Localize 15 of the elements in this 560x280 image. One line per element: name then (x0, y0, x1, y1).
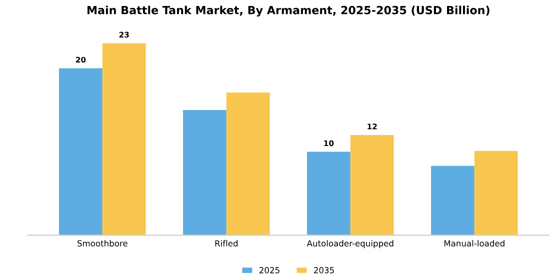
bar (431, 166, 474, 236)
legend-label: 2035 (314, 267, 334, 274)
legend-label: 2025 (259, 267, 280, 274)
x-tick-label: Manual-loaded (444, 240, 504, 247)
bar (102, 43, 146, 236)
bar (226, 92, 270, 236)
x-tick-label: Autoloader-equipped (306, 240, 394, 248)
bar (307, 152, 350, 236)
bar (474, 150, 518, 236)
bar (59, 68, 102, 236)
chart-title: Main Battle Tank Market, By Armament, 2025-2035 (USD Billion) (88, 6, 490, 17)
x-tick-label: Rifled (215, 240, 238, 247)
bar (183, 110, 226, 236)
bar (350, 135, 394, 236)
x-tick-label: Smoothbore (77, 240, 128, 247)
